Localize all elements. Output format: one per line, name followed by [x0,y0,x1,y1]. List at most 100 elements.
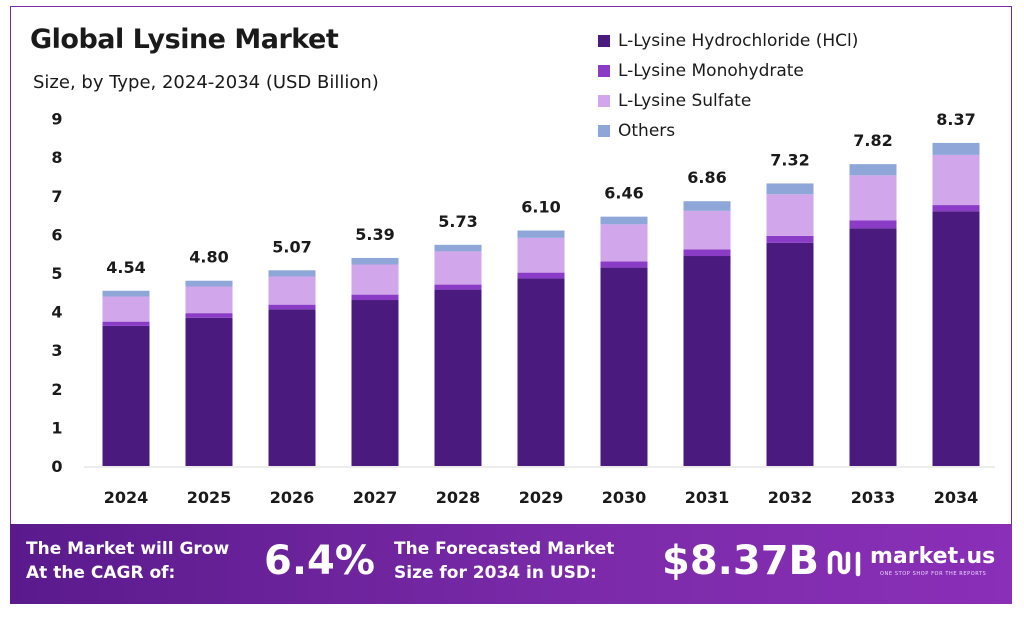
bar-segment-hcl [932,211,980,466]
bar-segment-hcl [766,242,814,466]
y-tick-label: 3 [51,341,62,360]
y-tick-label: 2 [51,380,62,399]
bar-segment-sulfate [268,276,316,305]
chart-title: Global Lysine Market [30,24,339,55]
x-tick-label: 2027 [353,488,398,507]
market-us-logo-text: market.us [870,544,996,569]
bar-segment-sulfate [600,224,648,262]
x-tick-label: 2030 [602,488,647,507]
bar-segment-sulfate [849,175,897,221]
bar-segment-others [102,290,150,297]
bar-segment-hcl [683,256,731,466]
bar-segment-sulfate [102,296,150,322]
bar-segment-hcl [434,289,482,466]
cagr-value: 6.4% [264,538,375,584]
chart-subtitle: Size, by Type, 2024-2034 (USD Billion) [33,72,379,93]
bar-segment-others [185,280,233,287]
bar-total-label: 4.80 [189,248,228,267]
summary-banner [10,524,1012,604]
chart-legend: L-Lysine Hydrochloride (HCl) L-Lysine Mo… [598,26,858,146]
legend-swatch-monohydrate [598,65,610,77]
bar-total-label: 7.32 [770,150,809,169]
x-tick-label: 2034 [934,488,979,507]
bar-segment-hcl [600,267,648,466]
legend-label-monohydrate: L-Lysine Monohydrate [618,61,804,81]
x-tick-label: 2029 [519,488,564,507]
legend-label-sulfate: L-Lysine Sulfate [618,91,752,111]
x-tick-label: 2028 [436,488,481,507]
bar-segment-monohydrate [102,321,150,326]
bar-segment-monohydrate [932,205,980,212]
bar-segment-hcl [185,317,233,466]
legend-swatch-sulfate [598,95,610,107]
y-tick-label: 0 [51,457,62,476]
y-tick-label: 5 [51,264,62,283]
bar-segment-others [517,230,565,238]
bar-segment-monohydrate [766,235,814,243]
stacked-bar-chart: 0 1 2 3 4 5 6 7 8 9 4.54 2024 4.80 2025 5.07 2026 5.39 20… [51,110,995,507]
y-tick-label: 6 [51,225,62,244]
bar-segment-monohydrate [351,294,399,301]
bar-total-label: 5.07 [272,237,311,256]
market-us-logo-icon [827,550,861,577]
x-tick-label: 2024 [104,488,149,507]
forecast-label-line2: Size for 2034 in USD: [394,563,597,583]
bar-segment-others [932,142,980,155]
bar-total-label: 7.82 [853,131,892,150]
bar-total-label: 6.46 [604,184,643,203]
bar-segment-monohydrate [683,249,731,257]
bar-total-label: 6.10 [521,198,560,217]
legend-swatch-others [598,125,610,137]
bar-segment-monohydrate [517,272,565,279]
bar-segment-others [268,270,316,277]
bar-segment-monohydrate [600,261,648,268]
bar-segment-hcl [517,278,565,466]
bar-segment-sulfate [517,237,565,273]
bar-segment-hcl [268,309,316,466]
legend-swatch-hcl [598,35,610,47]
bar-segment-hcl [849,228,897,466]
bar-segment-sulfate [185,286,233,314]
bar-total-label: 8.37 [936,110,975,129]
x-tick-label: 2033 [851,488,896,507]
bar-segment-monohydrate [434,284,482,290]
bar-total-label: 4.54 [106,258,145,277]
cagr-label-line1: The Market will Grow [26,539,230,559]
legend-item-sulfate: L-Lysine Sulfate [598,86,858,116]
bar-total-label: 5.39 [355,225,394,244]
bar-segment-monohydrate [185,313,233,318]
y-tick-label: 1 [51,418,62,437]
bar-segment-hcl [351,300,399,466]
x-tick-label: 2026 [270,488,315,507]
bar-segment-others [600,216,648,225]
y-tick-label: 7 [51,187,62,206]
legend-item-others: Others [598,116,858,146]
bar-segment-others [849,164,897,176]
bar-segment-sulfate [434,251,482,285]
legend-label-hcl: L-Lysine Hydrochloride (HCl) [618,31,859,51]
legend-label-others: Others [618,121,676,141]
y-tick-label: 9 [51,110,62,129]
y-tick-label: 4 [51,303,62,322]
bar-segment-sulfate [683,210,731,250]
bar-segment-sulfate [932,154,980,206]
forecast-label-line1: The Forecasted Market [394,539,615,559]
bar-total-label: 5.73 [438,212,477,231]
bar-segment-sulfate [766,194,814,236]
legend-item-hcl: L-Lysine Hydrochloride (HCl) [598,26,858,56]
bar-total-label: 6.86 [687,168,726,187]
bar-segment-others [766,183,814,195]
market-us-tagline: ONE STOP SHOP FOR THE REPORTS [880,571,987,577]
bar-segment-sulfate [351,264,399,295]
x-tick-label: 2025 [187,488,232,507]
forecast-value: $8.37B [662,538,820,584]
bar-segment-others [683,201,731,211]
x-tick-label: 2032 [768,488,813,507]
legend-item-monohydrate: L-Lysine Monohydrate [598,56,858,86]
bar-segment-hcl [102,325,150,466]
x-tick-label: 2031 [685,488,730,507]
cagr-label-line2: At the CAGR of: [26,563,176,583]
bar-segment-monohydrate [849,220,897,229]
bar-segment-monohydrate [268,304,316,310]
bar-segment-others [434,244,482,252]
